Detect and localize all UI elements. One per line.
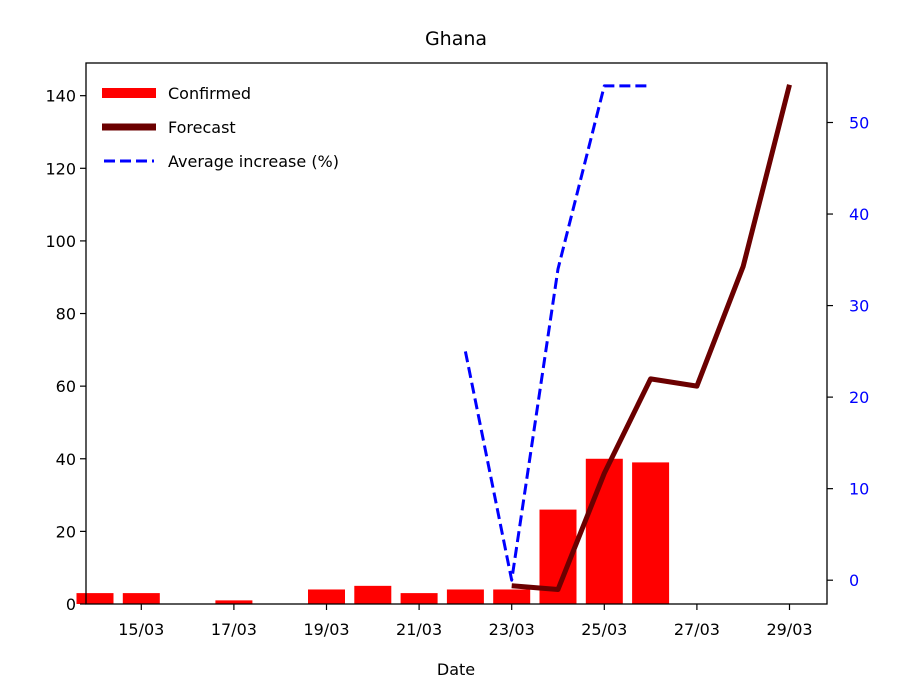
- y2-tick-label: 0: [849, 571, 859, 590]
- legend-item: Confirmed: [102, 84, 251, 103]
- x-tick-label: 23/03: [489, 620, 535, 639]
- y-tick-label: 80: [56, 305, 76, 324]
- x-tick-label: 21/03: [396, 620, 442, 639]
- bar-confirmed: [308, 589, 345, 604]
- bar-confirmed: [215, 600, 253, 604]
- y2-tick-label: 20: [849, 388, 869, 407]
- y2-tick-label: 10: [849, 480, 869, 499]
- y-tick-label: 40: [56, 450, 76, 469]
- forecast-line: [511, 84, 792, 592]
- average-increase-line: [463, 84, 651, 582]
- bar-confirmed: [354, 585, 392, 604]
- bar-confirmed: [585, 458, 623, 604]
- bar-confirmed: [446, 589, 484, 604]
- x-axis-label: Date: [437, 660, 475, 679]
- confirmed-bars: [76, 458, 670, 604]
- x-tick-label: 19/03: [303, 620, 349, 639]
- legend-item: Forecast: [102, 118, 236, 137]
- y2-tick-label: 50: [849, 114, 869, 133]
- bar-confirmed: [76, 593, 114, 604]
- legend-swatch: [102, 88, 156, 98]
- series-lines: [463, 84, 792, 592]
- y-tick-label: 120: [45, 159, 76, 178]
- bar-confirmed: [632, 462, 670, 604]
- y2-tick-label: 30: [849, 297, 869, 316]
- x-tick-label: 25/03: [581, 620, 627, 639]
- bar-confirmed: [493, 589, 531, 604]
- chart-title: Ghana: [425, 28, 487, 50]
- x-tick-label: 27/03: [674, 620, 720, 639]
- x-tick-label: 17/03: [211, 620, 257, 639]
- y-tick-label: 60: [56, 377, 76, 396]
- x-axis: 15/03 17/03 19/03 21/03 23/03 25/03 27/03 29/03: [118, 604, 813, 639]
- y-tick-label: 0: [66, 595, 76, 614]
- y-tick-label: 140: [45, 87, 76, 106]
- legend-item: Average increase (%): [104, 152, 339, 171]
- y2-tick-label: 40: [849, 205, 869, 224]
- y-axis-left: 0 20 40 60 80 100 120 140: [45, 87, 86, 614]
- x-tick-label: 15/03: [118, 620, 164, 639]
- x-tick-label: 29/03: [766, 620, 812, 639]
- y-axis-right: 0 10 20 30 40 50: [827, 114, 869, 590]
- legend-label: Confirmed: [168, 84, 251, 103]
- legend: Confirmed Forecast Average increase (%): [102, 84, 339, 171]
- y-tick-label: 100: [45, 232, 76, 251]
- plot-frame: [85, 62, 828, 605]
- legend-label: Forecast: [168, 118, 236, 137]
- bar-confirmed: [400, 593, 438, 604]
- bar-confirmed: [122, 593, 160, 604]
- legend-label: Average increase (%): [168, 152, 339, 171]
- y-tick-label: 20: [56, 522, 76, 541]
